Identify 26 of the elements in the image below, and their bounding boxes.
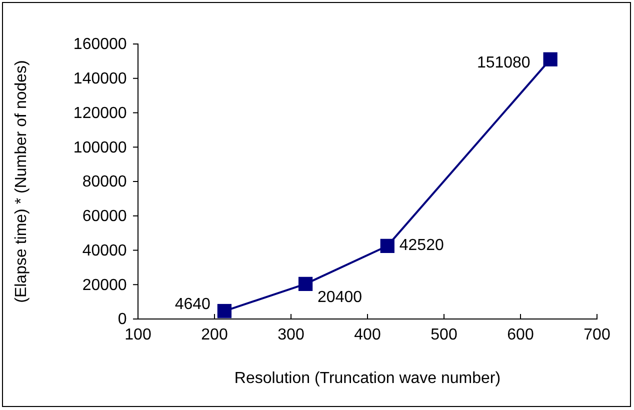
x-tick-label: 500 <box>430 326 458 344</box>
y-axis-title: (Elapse time) * (Number of nodes) <box>13 60 30 303</box>
y-tick-label: 40000 <box>82 242 127 260</box>
y-tick-label: 20000 <box>82 276 127 294</box>
x-tick-label: 700 <box>584 326 610 344</box>
y-tick-label: 140000 <box>73 70 127 88</box>
x-tick-label: 400 <box>354 326 381 344</box>
x-tick-label: 100 <box>124 326 152 344</box>
data-label: 20400 <box>318 289 362 306</box>
y-tick-label: 60000 <box>82 208 127 225</box>
data-label: 4640 <box>174 296 211 314</box>
data-label: 42520 <box>399 237 444 254</box>
y-tick-label: 120000 <box>73 104 127 122</box>
y-tick-label: 100000 <box>73 139 127 156</box>
data-label: 151080 <box>476 54 530 72</box>
point <box>543 52 558 66</box>
x-tick-label: 600 <box>507 326 534 344</box>
point <box>380 238 394 253</box>
y-tick-label: 160000 <box>73 36 127 54</box>
x-tick-label: 300 <box>278 326 304 344</box>
y-tick-label: 80000 <box>82 174 127 191</box>
point <box>298 276 313 292</box>
y-tick-label: 0 <box>118 311 127 328</box>
x-tick-label: 200 <box>201 326 228 344</box>
x-axis-title: Resolution (Truncation wave number) <box>234 370 501 387</box>
point <box>217 304 232 318</box>
